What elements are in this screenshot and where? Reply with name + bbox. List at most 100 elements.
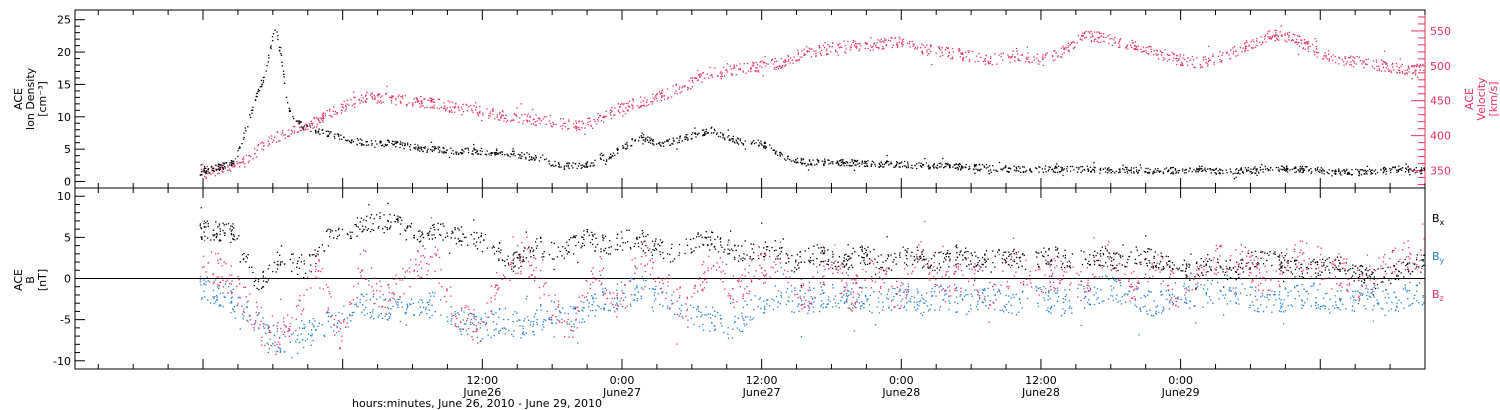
density-series-point (889, 163, 891, 165)
velocity-series-point (655, 97, 658, 99)
density-series-point (426, 151, 428, 153)
bz-series-point (870, 259, 872, 261)
velocity-series-point (582, 122, 585, 124)
bz-series-point (1124, 273, 1126, 275)
by-series-point (450, 320, 452, 322)
by-series-point (637, 297, 639, 300)
velocity-series-point (687, 89, 689, 91)
velocity-series-point (1235, 55, 1237, 57)
velocity-series-point (898, 41, 900, 43)
velocity-series-point (765, 63, 768, 65)
velocity-series-point (543, 116, 545, 118)
velocity-series-point (1415, 72, 1417, 74)
velocity-series-point (592, 127, 594, 129)
density-series-point (473, 147, 475, 149)
velocity-series-point (597, 112, 599, 115)
density-series-point (1144, 171, 1146, 173)
density-series-point (1220, 169, 1222, 171)
by-series-point (574, 308, 576, 310)
by-series-point (267, 328, 269, 330)
density-series-point (1148, 171, 1150, 173)
by-series-point (861, 291, 863, 293)
density-series-point (1339, 172, 1341, 175)
density-series-point (705, 128, 707, 131)
velocity-series-point (1159, 50, 1162, 52)
density-series-point (415, 146, 417, 148)
velocity-series-point (661, 89, 663, 91)
velocity-series-point (1135, 46, 1138, 48)
density-series-point (705, 133, 707, 135)
velocity-series-point (282, 132, 284, 134)
density-series-point (339, 138, 341, 140)
density-series-point (685, 134, 687, 136)
density-series-point (643, 136, 645, 138)
by-series-point (831, 284, 834, 286)
density-series-point (1165, 167, 1168, 169)
by-series-point (478, 321, 480, 324)
velocity-series-point (499, 119, 501, 121)
velocity-series-point (1401, 72, 1404, 74)
velocity-series-point (636, 105, 639, 107)
velocity-series-point (406, 104, 408, 106)
by-series-point (440, 299, 442, 301)
density-series-point (555, 165, 557, 167)
velocity-series-point (534, 121, 536, 123)
velocity-series-point (888, 39, 890, 41)
density-series-point (1256, 174, 1258, 176)
by-series-point (978, 296, 981, 299)
by-series-point (1168, 293, 1171, 296)
velocity-series-point (927, 54, 929, 56)
density-series-point (1295, 167, 1297, 169)
by-series-point (1346, 288, 1348, 291)
by-series-point (291, 356, 293, 359)
by-series-point (1153, 300, 1155, 302)
velocity-series-point (420, 100, 422, 102)
velocity-series-point (1362, 60, 1364, 62)
density-series-point (552, 164, 554, 166)
velocity-series-point (1411, 66, 1413, 68)
density-series-point (542, 154, 544, 156)
velocity-series-point (899, 38, 901, 40)
velocity-series-point (502, 114, 504, 117)
by-series-point (426, 301, 428, 304)
velocity-series-point (1044, 54, 1047, 56)
density-series-point (535, 155, 537, 157)
velocity-series-point (457, 107, 460, 109)
by-series-point (233, 306, 235, 308)
velocity-series-point (1280, 34, 1282, 37)
by-series-point (628, 280, 630, 282)
density-series-point (974, 164, 976, 166)
density-series-point (1071, 165, 1074, 168)
by-series-point (1397, 310, 1400, 312)
by-series-point (923, 311, 925, 313)
velocity-series-point (661, 95, 663, 97)
density-series-point (213, 167, 215, 169)
velocity-series-point (398, 94, 400, 96)
velocity-series-point (1202, 56, 1205, 58)
bz-series-point (932, 254, 935, 256)
velocity-series-point (395, 97, 397, 100)
by-series-point (212, 289, 214, 292)
bz-series-point (1268, 294, 1270, 296)
by-series-point (609, 291, 611, 294)
density-series-point (1076, 166, 1078, 169)
density-series-point (717, 135, 720, 137)
velocity-series-point (276, 141, 278, 143)
density-series-point (296, 120, 298, 122)
velocity-series-point (1010, 56, 1012, 58)
density-series-point (1310, 172, 1312, 174)
density-series-point (1024, 170, 1027, 173)
density-series-point (329, 133, 331, 135)
by-series-point (948, 296, 950, 298)
bz-series-point (217, 259, 219, 262)
by-series-point (572, 308, 574, 310)
velocity-series-point (745, 72, 747, 74)
density-series-point (744, 148, 747, 150)
by-series-point (1329, 298, 1331, 300)
density-series-point (969, 167, 971, 170)
velocity-series-point (758, 70, 760, 72)
density-series-point (678, 139, 680, 141)
by-series-point (232, 309, 235, 311)
by-series-point (775, 295, 778, 298)
